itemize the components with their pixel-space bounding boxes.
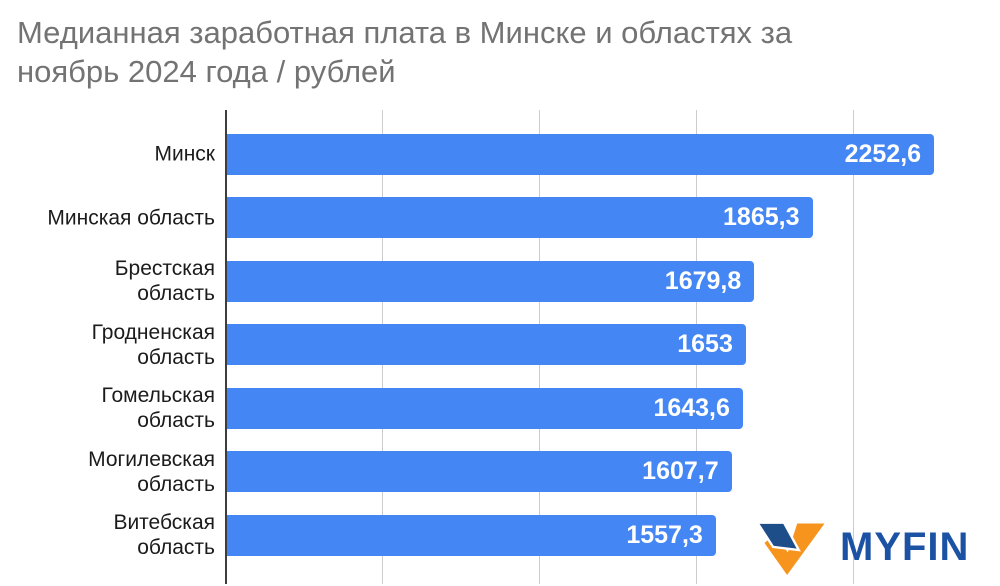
category-label: Гомельская область xyxy=(101,384,215,432)
bar-value-label: 1679,8 xyxy=(664,266,742,295)
myfin-logo: MYFIN xyxy=(752,504,998,582)
bar: 1557,3 xyxy=(227,514,716,556)
category-label: Минск xyxy=(154,142,215,166)
bar: 2252,6 xyxy=(227,133,935,175)
bar: 1679,8 xyxy=(227,260,755,302)
bar-value-label: 2252,6 xyxy=(844,139,922,168)
category-label: Минская область xyxy=(47,206,215,229)
bar-value-label: 1653 xyxy=(677,330,733,358)
plot-area: 2252,6 1865,3 1679,8 1653 1643,6 1607,7 1557,3 xyxy=(225,110,1000,584)
bar-value-label: 1557,3 xyxy=(626,520,703,549)
chart-title-line2: ноябрь 2024 года / рублей xyxy=(17,54,396,89)
bar: 1607,7 xyxy=(227,451,732,492)
bar: 1643,6 xyxy=(227,387,743,429)
bar: 1653 xyxy=(227,324,746,365)
gridline xyxy=(852,110,854,584)
category-label: Гродненская область xyxy=(91,320,215,369)
y-axis-line xyxy=(225,110,227,584)
myfin-v-icon xyxy=(755,521,825,575)
myfin-logo-text: MYFIN xyxy=(840,524,970,569)
chart-title: Медианная заработная плата в Минске и об… xyxy=(17,13,792,91)
bar-value-label: 1865,3 xyxy=(723,203,800,231)
category-label: Могилевская область xyxy=(88,447,215,496)
chart-title-line1: Медианная заработная плата в Минске и об… xyxy=(17,15,793,50)
category-label: Витебская область xyxy=(113,511,215,559)
bar-value-label: 1607,7 xyxy=(642,457,719,485)
category-label: Брестская область xyxy=(114,257,215,305)
bar: 1865,3 xyxy=(227,197,813,238)
bar-value-label: 1643,6 xyxy=(653,393,730,422)
